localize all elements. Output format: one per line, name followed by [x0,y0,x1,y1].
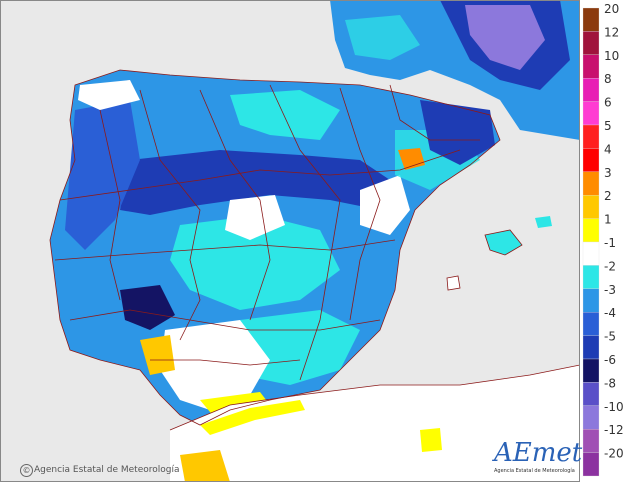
legend-swatch [582,124,600,149]
legend-swatch [582,335,600,360]
legend-swatch [582,452,600,477]
legend-label: 10 [604,49,619,63]
aemet-logo-text: AEmet [494,438,583,468]
legend-label: -8 [604,376,616,390]
legend-label: -6 [604,353,616,367]
legend-label: 2 [604,189,612,203]
legend-label: 8 [604,72,612,86]
legend-swatch [582,195,600,219]
copyright-icon: © [20,464,33,477]
legend-swatch [582,101,600,126]
legend-label: 3 [604,166,612,180]
legend-swatch [582,218,600,243]
map-frame [0,0,580,482]
south-white-area [160,320,270,410]
legend-label: 12 [604,25,619,39]
legend-swatch [582,405,600,430]
legend-label: 20 [604,4,619,16]
color-legend: 20 12 10 8 6 5 4 3 2 1 -1 -2 -3 -4 -5 -6 -8 -10 -12 -20 [582,4,624,477]
legend-swatch [582,288,600,313]
legend-label: -5 [604,330,616,344]
west-cold-band [65,100,140,250]
balearic-islands [485,230,522,255]
africa-warm-strip [200,400,305,435]
legend-label: -10 [604,400,624,414]
legend-swatch [582,382,600,406]
legend-swatch [582,31,600,55]
legend-label: -4 [604,306,616,320]
southwest-warm-patch [140,335,175,375]
legend-swatch [582,429,600,453]
ebro-warm-patch [398,148,425,170]
north-cyan-patch [230,90,340,140]
ibiza-island [447,276,460,290]
legend-swatch [582,241,600,266]
legend-swatch [582,54,600,79]
northeast-dark-band [420,100,495,165]
aemet-logo-subtitle: Agencia Estatal de Meteorología [494,468,575,474]
southeast-cyan-patch [240,310,360,385]
balearic-island-small [535,216,552,228]
aemet-logo: AEmet Agencia Estatal de Meteorología [494,438,582,478]
legend-swatch [582,171,600,196]
southwest-cold-core [120,285,175,330]
france-cyan-patch [345,15,420,60]
legend-swatch [582,7,600,32]
legend-label: 5 [604,119,612,133]
africa-land [170,365,580,482]
legend-label: 6 [604,96,612,110]
legend-label: 4 [604,142,612,156]
region-borders [49,69,523,426]
center-white-patch [225,195,285,240]
africa-border [169,364,580,431]
legend-label: -12 [604,423,624,437]
map-credit: Agencia Estatal de Meteorología [34,465,180,475]
legend-label: 1 [604,213,612,227]
legend-swatch [582,148,600,172]
anomaly-map [0,0,580,482]
legend-label: -2 [604,259,616,273]
legend-label: -1 [604,236,616,250]
center-cyan-patch [170,215,340,310]
northwest-white-patch [78,80,140,110]
legend-swatch [582,312,600,336]
africa-warm-patch-sw [180,450,230,482]
legend-label: -20 [604,447,624,461]
legend-swatch [582,358,600,383]
legend-swatch [582,78,600,102]
east-white-patch [360,175,410,235]
france-purple-core [465,5,545,70]
legend-swatch [582,265,600,289]
central-cold-band [120,150,390,215]
africa-warm-patch-east [420,428,442,452]
legend-label: -3 [604,283,616,297]
